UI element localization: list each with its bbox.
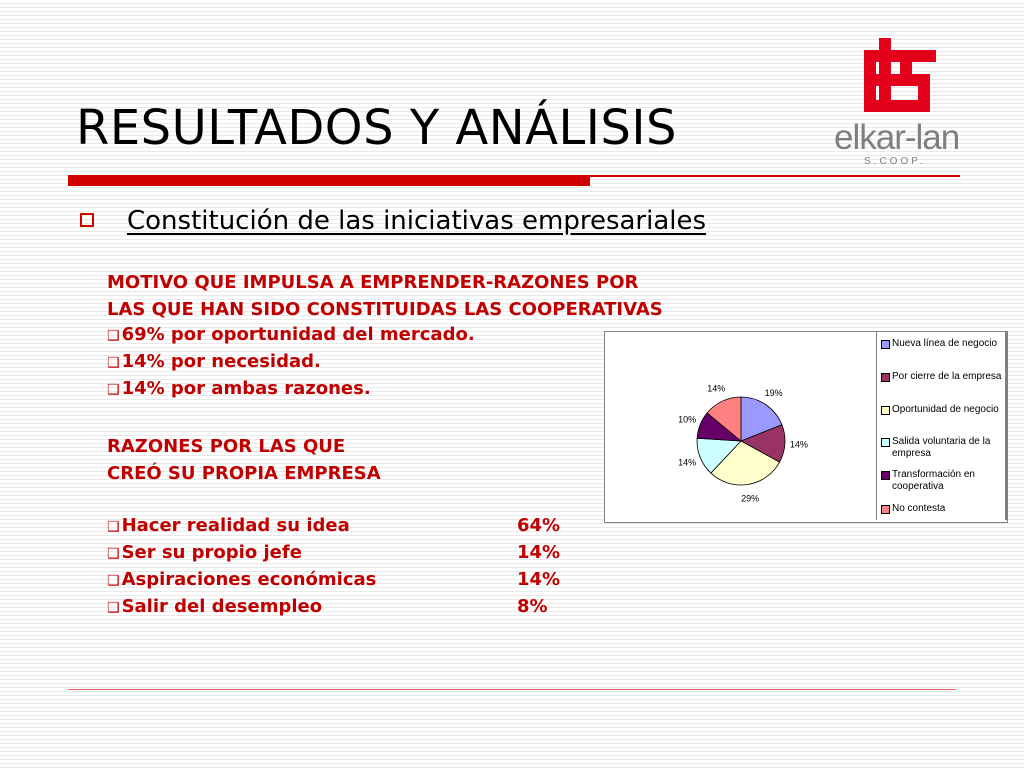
- legend-label: Nueva línea de negocio: [892, 338, 998, 349]
- section2-heading-line2: CREÓ SU PROPIA EMPRESA: [107, 463, 381, 484]
- pie-data-label: 19%: [765, 388, 783, 398]
- legend-label: Transformación en cooperativa: [892, 469, 975, 492]
- list-item: ❑ 14% por ambas razones.: [107, 378, 371, 399]
- legend-label: No contesta: [892, 503, 946, 514]
- legend-swatch: [881, 406, 890, 415]
- section2-heading-line1: RAZONES POR LAS QUE: [107, 436, 346, 457]
- checkbox-bullet-icon: ❑: [107, 355, 120, 371]
- pie-data-label: 10%: [678, 415, 696, 425]
- pie-data-label: 14%: [678, 457, 696, 467]
- pie-data-label: 14%: [707, 384, 725, 394]
- section1-heading-line1: MOTIVO QUE IMPULSA A EMPRENDER-RAZONES P…: [107, 272, 639, 293]
- checkbox-bullet-icon: ❑: [107, 519, 120, 535]
- legend-label: Por cierre de la empresa: [892, 371, 1002, 382]
- pie-slice: [710, 440, 781, 486]
- pie-slice: [740, 396, 783, 442]
- legend-swatch: [881, 438, 890, 447]
- pie-slice: [706, 396, 742, 442]
- legend-swatch: [881, 373, 890, 382]
- pie-data-label: 14%: [790, 440, 808, 450]
- checkbox-bullet-icon: ❑: [107, 546, 120, 562]
- legend-swatch: [881, 505, 890, 514]
- square-bullet-icon: [80, 213, 94, 227]
- chart-legend: Nueva línea de negocio Por cierre de la e…: [876, 332, 1007, 520]
- list-item: ❑ 14% por necesidad.: [107, 351, 321, 372]
- footer-divider: [68, 689, 956, 690]
- pie-chart: 19% 14% 29% 14% 10% 14%: [678, 384, 808, 504]
- slide-title: RESULTADOS Y ANÁLISIS: [76, 100, 677, 156]
- slide-subtitle: Constitución de las iniciativas empresar…: [127, 206, 707, 236]
- checkbox-bullet-icon: ❑: [107, 600, 120, 616]
- legend-swatch: [881, 471, 890, 480]
- list-item: ❑ 69% por oportunidad del mercado.: [107, 324, 475, 345]
- logo-wordmark: elkar-lan: [834, 118, 960, 157]
- logo-subtitle: S.COOP.: [864, 156, 926, 167]
- pie-data-label: 29%: [741, 493, 759, 503]
- list-item: ❑ Ser su propio jefe 14%: [107, 542, 561, 563]
- title-divider-thick: [68, 175, 590, 186]
- list-item: ❑ Hacer realidad su idea 64%: [107, 515, 561, 536]
- checkbox-bullet-icon: ❑: [107, 328, 120, 344]
- section1-heading-line2: LAS QUE HAN SIDO CONSTITUIDAS LAS COOPER…: [107, 299, 663, 320]
- list-item: ❑ Salir del desempleo 8%: [107, 596, 548, 617]
- legend-label: Salida voluntaria de la empresa: [892, 436, 991, 459]
- list-item: ❑ Aspiraciones económicas 14%: [107, 569, 561, 590]
- elkar-lan-logo-icon: [864, 38, 936, 112]
- legend-swatch: [881, 340, 890, 349]
- pie-chart-panel: 19% 14% 29% 14% 10% 14%: [604, 331, 1008, 523]
- checkbox-bullet-icon: ❑: [107, 573, 120, 589]
- title-divider-thin: [590, 175, 960, 177]
- legend-label: Oportunidad de negocio: [892, 404, 999, 415]
- checkbox-bullet-icon: ❑: [107, 382, 120, 398]
